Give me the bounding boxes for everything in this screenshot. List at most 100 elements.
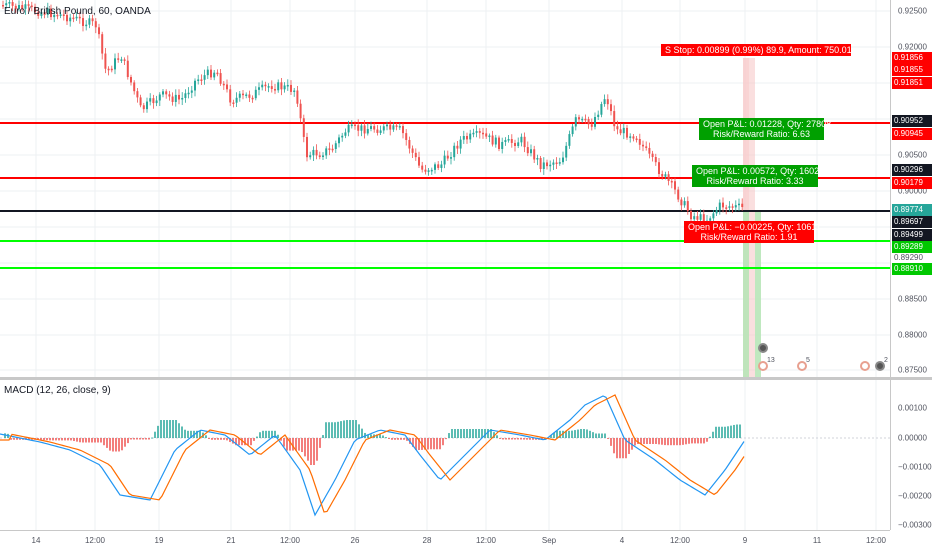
- pnl-box-target-2[interactable]: Open P&L: 0.00572, Qty: 16025 Risk/Rewar…: [692, 165, 825, 187]
- macd-histogram-bar: [190, 430, 192, 438]
- macd-histogram-bar: [37, 438, 39, 440]
- candle: [98, 27, 100, 35]
- time-scale[interactable]: 14 12:00 19 21 12:00 26 28 12:00 Sep 4 1…: [0, 530, 890, 550]
- macd-histogram-bar: [43, 438, 45, 440]
- candle: [235, 97, 238, 103]
- candle: [462, 136, 465, 140]
- candle: [738, 203, 740, 206]
- macd-histogram-bar: [640, 438, 642, 444]
- macd-pane[interactable]: [0, 380, 890, 530]
- candle: [219, 73, 222, 84]
- stop-order-label[interactable]: S Stop: 0.00899 (0.99%) 89.9, Amount: 75…: [661, 44, 852, 56]
- macd-histogram-bar: [649, 438, 651, 444]
- pane-divider[interactable]: [0, 377, 932, 380]
- candle: [517, 142, 520, 146]
- macd-histogram-bar: [508, 438, 510, 440]
- event-marker-icon[interactable]: [860, 361, 870, 371]
- candle: [725, 207, 728, 209]
- macd-histogram-bar: [613, 438, 615, 454]
- candle: [142, 105, 145, 110]
- candle: [322, 155, 324, 157]
- macd-histogram-bar: [298, 438, 300, 451]
- price-badge-stop: 0.91855: [892, 64, 932, 76]
- macd-histogram-bar: [739, 424, 741, 438]
- macd-histogram-bar: [715, 426, 717, 438]
- event-count: 13: [767, 357, 775, 364]
- symbol-title[interactable]: Euro / British Pound, 60, OANDA: [4, 6, 151, 17]
- price-chart-canvas[interactable]: [0, 0, 890, 377]
- candle: [501, 141, 504, 149]
- price-chart-pane[interactable]: [0, 0, 890, 377]
- candle: [299, 103, 302, 119]
- macd-histogram-bar: [664, 438, 666, 446]
- candle: [242, 93, 244, 96]
- macd-histogram-bar: [679, 438, 681, 446]
- candle: [728, 206, 731, 208]
- macd-histogram-bar: [151, 437, 153, 439]
- macd-histogram-bar: [367, 434, 369, 438]
- candle: [30, 5, 33, 8]
- macd-histogram-bar: [655, 438, 657, 444]
- candle: [530, 149, 532, 154]
- macd-histogram-bar: [448, 433, 450, 438]
- macd-canvas[interactable]: [0, 380, 890, 530]
- macd-histogram-bar: [61, 438, 63, 441]
- macd-histogram-bar: [103, 438, 105, 446]
- macd-histogram-bar: [73, 438, 75, 442]
- macd-histogram-bar: [568, 430, 570, 438]
- macd-title[interactable]: MACD (12, 26, close, 9): [4, 385, 111, 396]
- price-badge-high: 0.90296: [892, 164, 932, 176]
- candle: [702, 214, 705, 224]
- macd-histogram-bar: [163, 420, 165, 438]
- time-tick: 19: [154, 536, 164, 545]
- macd-histogram-bar: [217, 438, 219, 440]
- macd-histogram-bar: [682, 438, 684, 445]
- pnl-box-stop[interactable]: Open P&L: −0.00225, Qty: 10611 Risk/Rewa…: [684, 221, 821, 243]
- event-marker-icon[interactable]: [875, 361, 885, 371]
- candle: [312, 149, 315, 156]
- candle: [434, 164, 436, 170]
- candle: [456, 145, 459, 149]
- pnl-2-line1: Open P&L: 0.00572, Qty: 16025: [696, 166, 825, 176]
- candle: [395, 125, 398, 127]
- macd-histogram-bar: [385, 437, 387, 439]
- candle: [194, 80, 196, 91]
- event-marker-icon[interactable]: [797, 361, 807, 371]
- candle: [562, 157, 564, 163]
- candle: [158, 94, 161, 101]
- pnl-box-target-1[interactable]: Open P&L: 0.01228, Qty: 27808 Risk/Rewar…: [699, 118, 831, 140]
- macd-histogram-bar: [13, 438, 15, 440]
- pnl-2-line2: Risk/Reward Ratio: 3.33: [706, 176, 804, 186]
- candle: [430, 169, 433, 172]
- event-marker-icon[interactable]: [758, 343, 768, 353]
- candle: [210, 69, 212, 78]
- candle: [78, 16, 81, 19]
- macd-histogram-bar: [160, 420, 162, 438]
- macd-histogram-bar: [559, 430, 561, 438]
- candle: [670, 180, 673, 183]
- macd-histogram-bar: [223, 438, 225, 440]
- price-scale[interactable]: 0.92500 0.92000 0.90500 0.90000 0.88500 …: [890, 0, 932, 530]
- price-badge-target: 0.88910: [892, 263, 932, 275]
- event-marker-icon[interactable]: [758, 361, 768, 371]
- price-badge-stop: 0.90945: [892, 128, 932, 140]
- candle: [469, 133, 472, 140]
- macd-histogram-bar: [439, 438, 441, 450]
- macd-histogram-bar: [532, 438, 534, 440]
- candle: [741, 203, 744, 208]
- time-tick: 14: [31, 536, 41, 545]
- macd-histogram-bar: [334, 422, 336, 438]
- macd-histogram-bar: [196, 430, 198, 438]
- candle: [107, 68, 110, 71]
- macd-histogram-bar: [28, 438, 30, 440]
- macd-histogram-bar: [133, 438, 135, 440]
- candle: [558, 162, 561, 164]
- macd-histogram-bar: [736, 424, 738, 438]
- candle: [542, 162, 545, 169]
- macd-histogram-bar: [583, 429, 585, 438]
- candle: [632, 136, 635, 139]
- candle: [290, 84, 292, 92]
- macd-histogram-bar: [724, 426, 726, 438]
- macd-histogram-bar: [637, 438, 639, 444]
- candle: [11, 2, 14, 6]
